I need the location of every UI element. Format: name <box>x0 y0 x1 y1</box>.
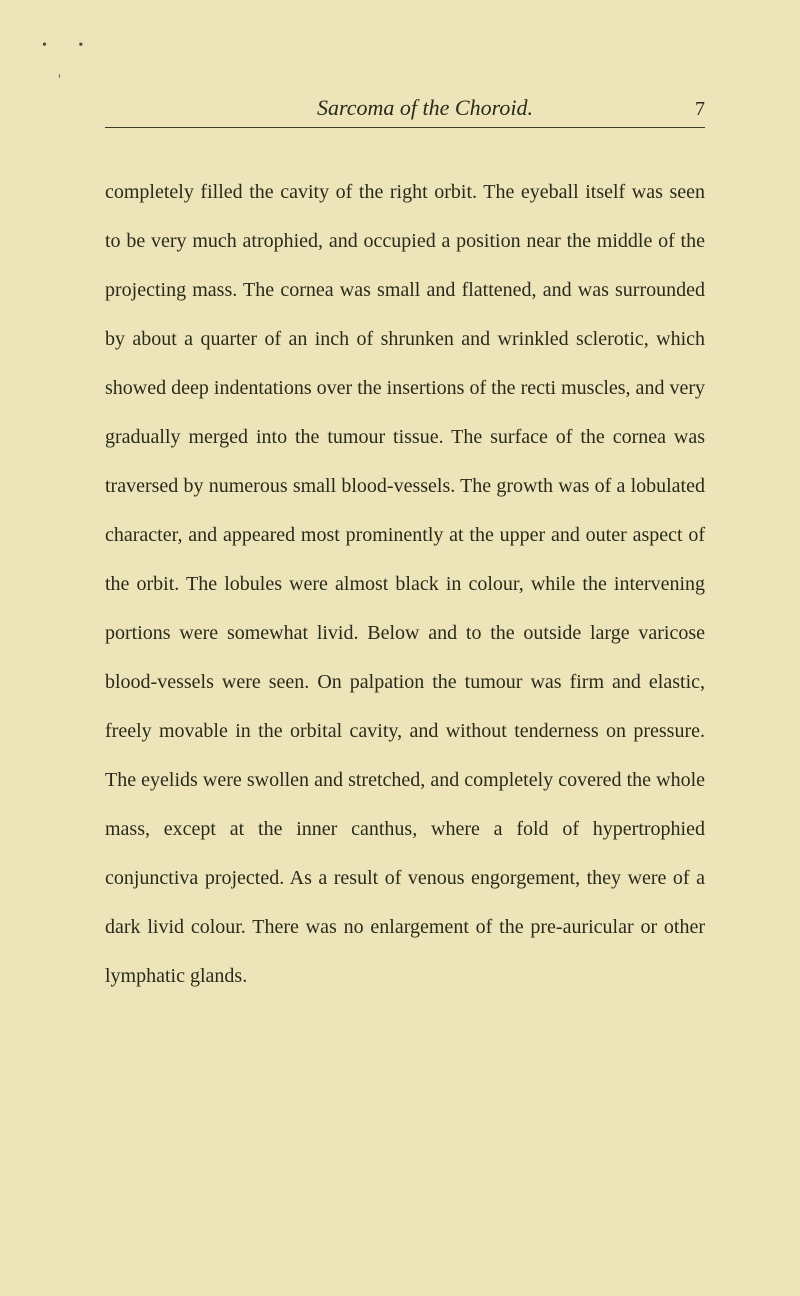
decorative-mark: ' <box>58 72 61 90</box>
header-title: Sarcoma of the Choroid. <box>105 95 695 121</box>
page-header: Sarcoma of the Choroid. 7 <box>105 95 705 128</box>
body-paragraph: completely filled the cavity of the righ… <box>105 168 705 1001</box>
page-number: 7 <box>695 98 705 121</box>
page-container: Sarcoma of the Choroid. 7 completely fil… <box>0 0 800 1071</box>
decorative-dots: • • <box>42 38 97 54</box>
